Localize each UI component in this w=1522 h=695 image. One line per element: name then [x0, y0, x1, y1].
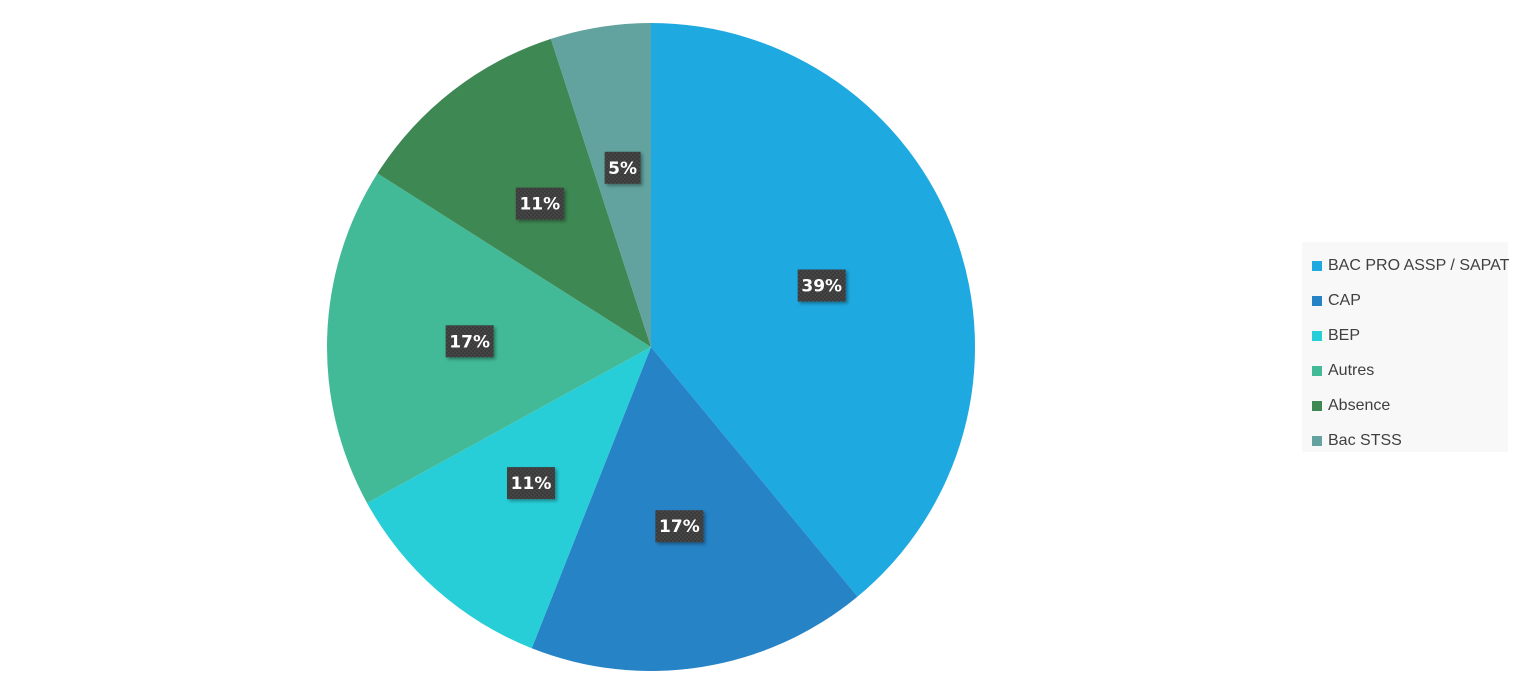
data-label-box	[507, 467, 556, 500]
data-label-text: 17%	[449, 332, 490, 352]
pie-slice-absence	[377, 38, 651, 347]
data-label-text: 5%	[608, 159, 637, 179]
legend-swatch	[1312, 365, 1322, 376]
legend-label: Bac STSS	[1328, 431, 1402, 449]
data-label-bep: 11%	[507, 467, 556, 500]
legend-item-bac-stss: Bac STSS	[1302, 423, 1508, 458]
data-label-autres: 17%	[445, 325, 494, 358]
legend-label: BEP	[1328, 326, 1361, 344]
legend-label: Autres	[1328, 361, 1375, 379]
legend-swatch	[1312, 400, 1322, 411]
pie-slice-cap	[531, 347, 858, 671]
pie-data-labels: 39% 17% 11% 17% 11% 5%	[445, 151, 846, 543]
data-label-cap: 17%	[655, 510, 704, 543]
legend-swatch	[1312, 435, 1322, 446]
data-label-box	[797, 269, 846, 302]
legend-item-cap: CAP	[1302, 283, 1508, 318]
data-label-text: 39%	[801, 277, 842, 297]
legend-item-absence: Absence	[1302, 388, 1508, 423]
legend-item-autres: Autres	[1302, 353, 1508, 388]
data-label-box	[655, 510, 704, 543]
data-label-box	[604, 151, 641, 184]
data-label-text: 11%	[511, 474, 552, 494]
legend-swatch	[1312, 260, 1322, 271]
data-label-text: 11%	[519, 195, 560, 215]
legend-swatch	[1312, 330, 1322, 341]
chart-legend: BAC PRO ASSP / SAPAT CAP BEP Autres Abse…	[1302, 242, 1510, 452]
legend-label: CAP	[1328, 291, 1361, 309]
pie-slice-bac-pro-assp-sapat	[651, 23, 975, 597]
data-label-box	[515, 187, 564, 220]
legend-label: Absence	[1328, 396, 1391, 414]
legend-item-bep: BEP	[1302, 318, 1508, 353]
legend-swatch	[1312, 295, 1322, 306]
legend-item-bac-pro-assp-sapat: BAC PRO ASSP / SAPAT	[1302, 248, 1510, 283]
pie-slices	[327, 23, 975, 671]
pie-slice-bac-stss	[550, 23, 651, 347]
data-label-absence: 11%	[515, 187, 564, 220]
data-label-box	[445, 325, 494, 358]
data-label-bac-pro-assp-sapat: 39%	[797, 269, 846, 302]
data-label-bac-stss: 5%	[604, 151, 641, 184]
data-label-text: 17%	[659, 517, 700, 537]
legend-label: BAC PRO ASSP / SAPAT	[1328, 256, 1510, 274]
